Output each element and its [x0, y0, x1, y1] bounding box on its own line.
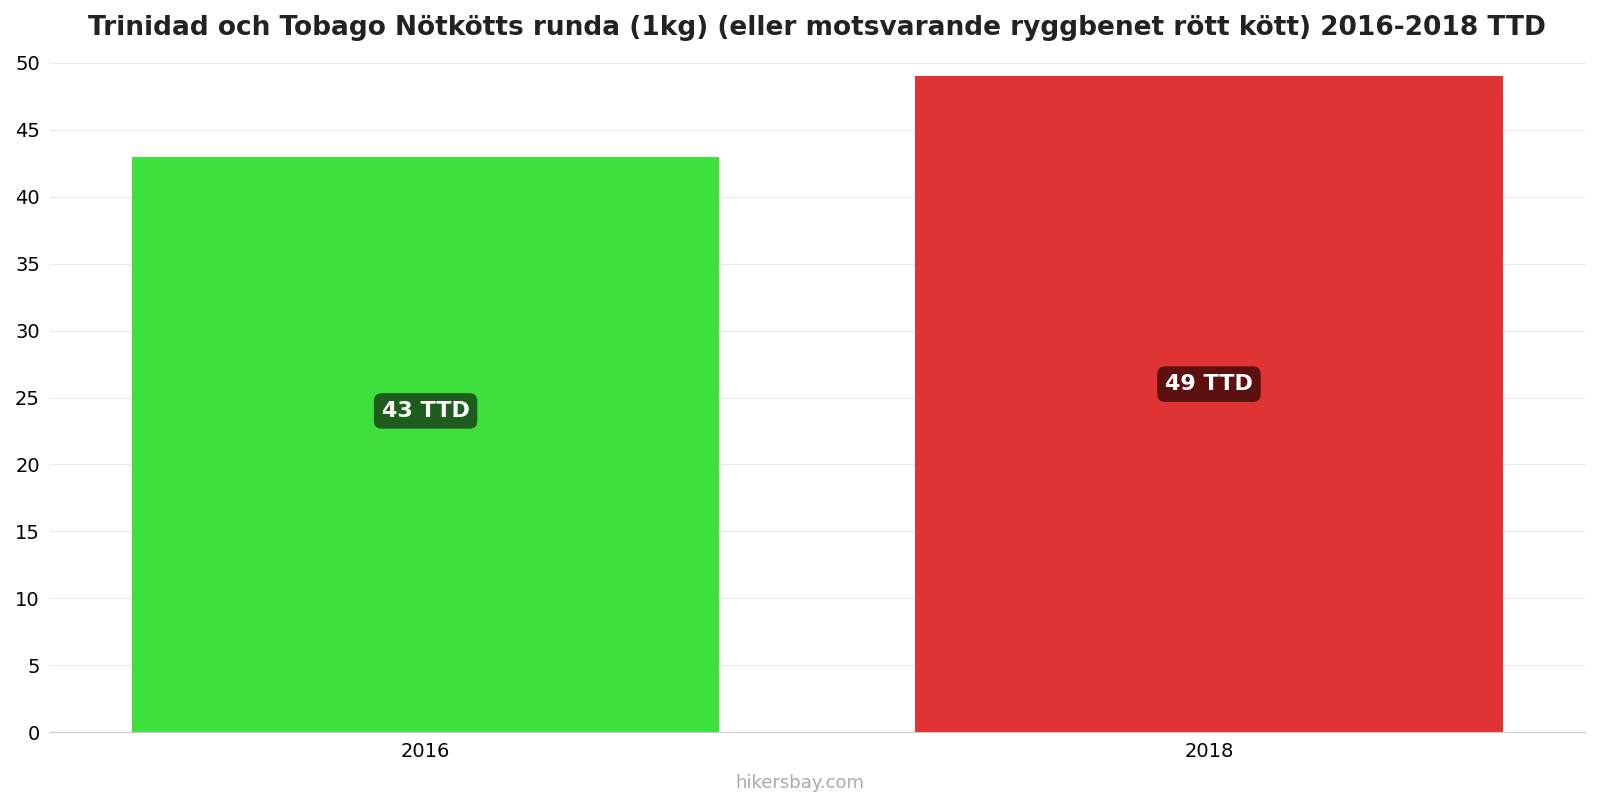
Text: 43 TTD: 43 TTD: [382, 401, 469, 421]
Bar: [131, 157, 720, 732]
Text: 49 TTD: 49 TTD: [1165, 374, 1253, 394]
Bar: [915, 76, 1502, 732]
Title: Trinidad och Tobago Nötkötts runda (1kg) (eller motsvarande ryggbenet rött kött): Trinidad och Tobago Nötkötts runda (1kg)…: [88, 15, 1546, 41]
Text: hikersbay.com: hikersbay.com: [736, 774, 864, 792]
